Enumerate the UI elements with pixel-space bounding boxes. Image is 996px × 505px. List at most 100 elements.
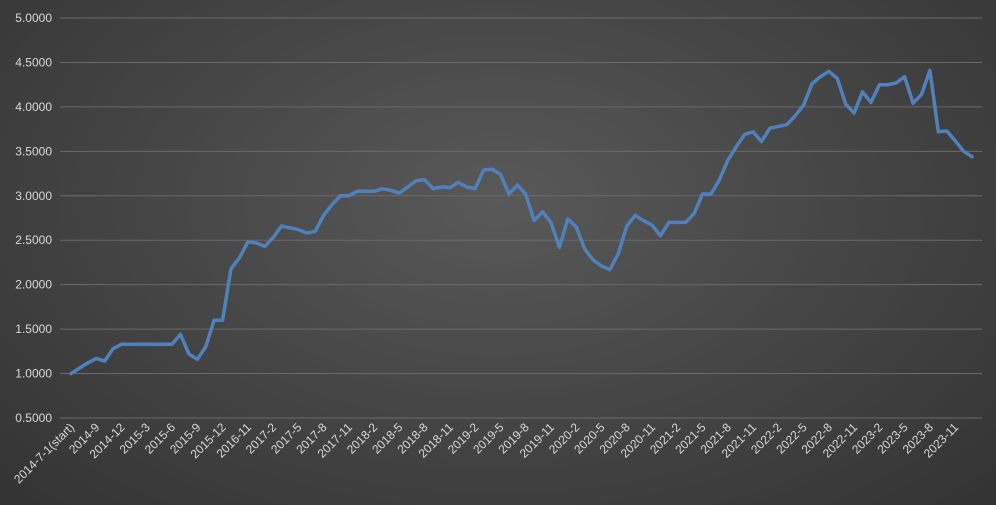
data-point [895,81,898,85]
x-tick-label: 2014-7-1(start) [11,420,77,486]
data-point [878,83,881,86]
data-point [313,230,317,233]
y-tick-label: 2.5000 [15,233,52,247]
data-point [238,256,241,260]
data-point [937,130,940,133]
data-point [111,347,115,350]
data-point [288,226,292,229]
data-point [423,178,426,181]
data-point [819,75,822,78]
data-point [827,70,831,73]
data-point [154,343,157,346]
data-point [263,245,266,248]
series-line [69,68,974,376]
data-point [86,361,90,365]
y-tick-label: 5.0000 [15,11,52,25]
y-axis-ticks: 0.5000 1.0000 1.5000 2.0000 2.5000 3.0000 3.50… [15,11,52,425]
data-point [793,114,797,117]
data-point [516,183,519,187]
data-point [381,187,384,190]
data-point [490,167,494,171]
data-point [398,191,401,195]
data-point [473,187,477,190]
data-point [726,159,730,162]
data-point [364,190,367,193]
data-point [229,267,233,270]
x-axis-ticks: 2014-7-1(start)2014-92014-122015-32015-6… [11,420,961,486]
data-point [667,221,671,224]
y-tick-label: 1.5000 [15,322,52,336]
data-point [886,83,889,86]
data-point [844,103,847,106]
data-point [802,103,805,107]
data-point [347,194,351,197]
data-point [322,214,325,217]
data-point [482,168,485,172]
data-point [255,241,258,245]
y-tick-label: 0.5000 [15,411,52,425]
data-point [170,343,174,346]
data-point [920,93,923,96]
data-point [625,224,628,228]
data-point [440,185,443,189]
data-point [128,343,132,346]
data-point [591,258,595,261]
data-point [179,333,182,336]
data-point [692,212,696,215]
data-point [78,367,81,370]
data-point [836,77,839,80]
data-point [743,133,746,136]
data-point [735,145,738,149]
data-point [431,187,435,190]
data-point [549,221,553,224]
data-point [953,139,957,142]
data-point [777,125,780,128]
data-point [69,372,73,375]
data-point [566,217,570,221]
data-point [120,343,123,346]
data-point [558,246,561,249]
data-point [852,111,856,115]
data-point [212,319,216,322]
data-point [95,357,98,360]
data-point [415,179,418,182]
data-point [280,224,283,228]
data-point [372,190,376,193]
data-point [633,214,637,217]
data-point [103,359,106,363]
data-point [406,185,410,189]
data-point [768,127,772,130]
y-tick-label: 4.5000 [15,55,52,69]
data-point [330,203,334,206]
data-point [457,181,460,184]
data-point [145,343,148,346]
data-point [246,240,250,244]
data-point [356,190,359,193]
y-tick-label: 3.0000 [15,189,52,203]
data-point [642,219,645,222]
data-point [785,123,788,126]
data-point [945,129,948,133]
data-point [970,155,974,158]
data-point [684,221,687,224]
data-point [465,185,468,189]
data-point [339,194,342,197]
y-tick-label: 1.0000 [15,367,52,381]
data-point [751,130,755,133]
data-point [532,219,536,222]
data-point [962,150,965,153]
gridlines [60,17,982,419]
data-point [204,345,207,349]
data-point [701,192,704,196]
data-point [903,75,906,78]
data-point [659,234,662,237]
data-point [389,189,393,192]
data-point [187,352,191,356]
data-point [162,343,165,346]
data-point [650,223,654,227]
y-tick-label: 2.0000 [15,278,52,292]
data-point [718,178,721,181]
data-point [583,247,586,251]
data-point [305,231,308,235]
